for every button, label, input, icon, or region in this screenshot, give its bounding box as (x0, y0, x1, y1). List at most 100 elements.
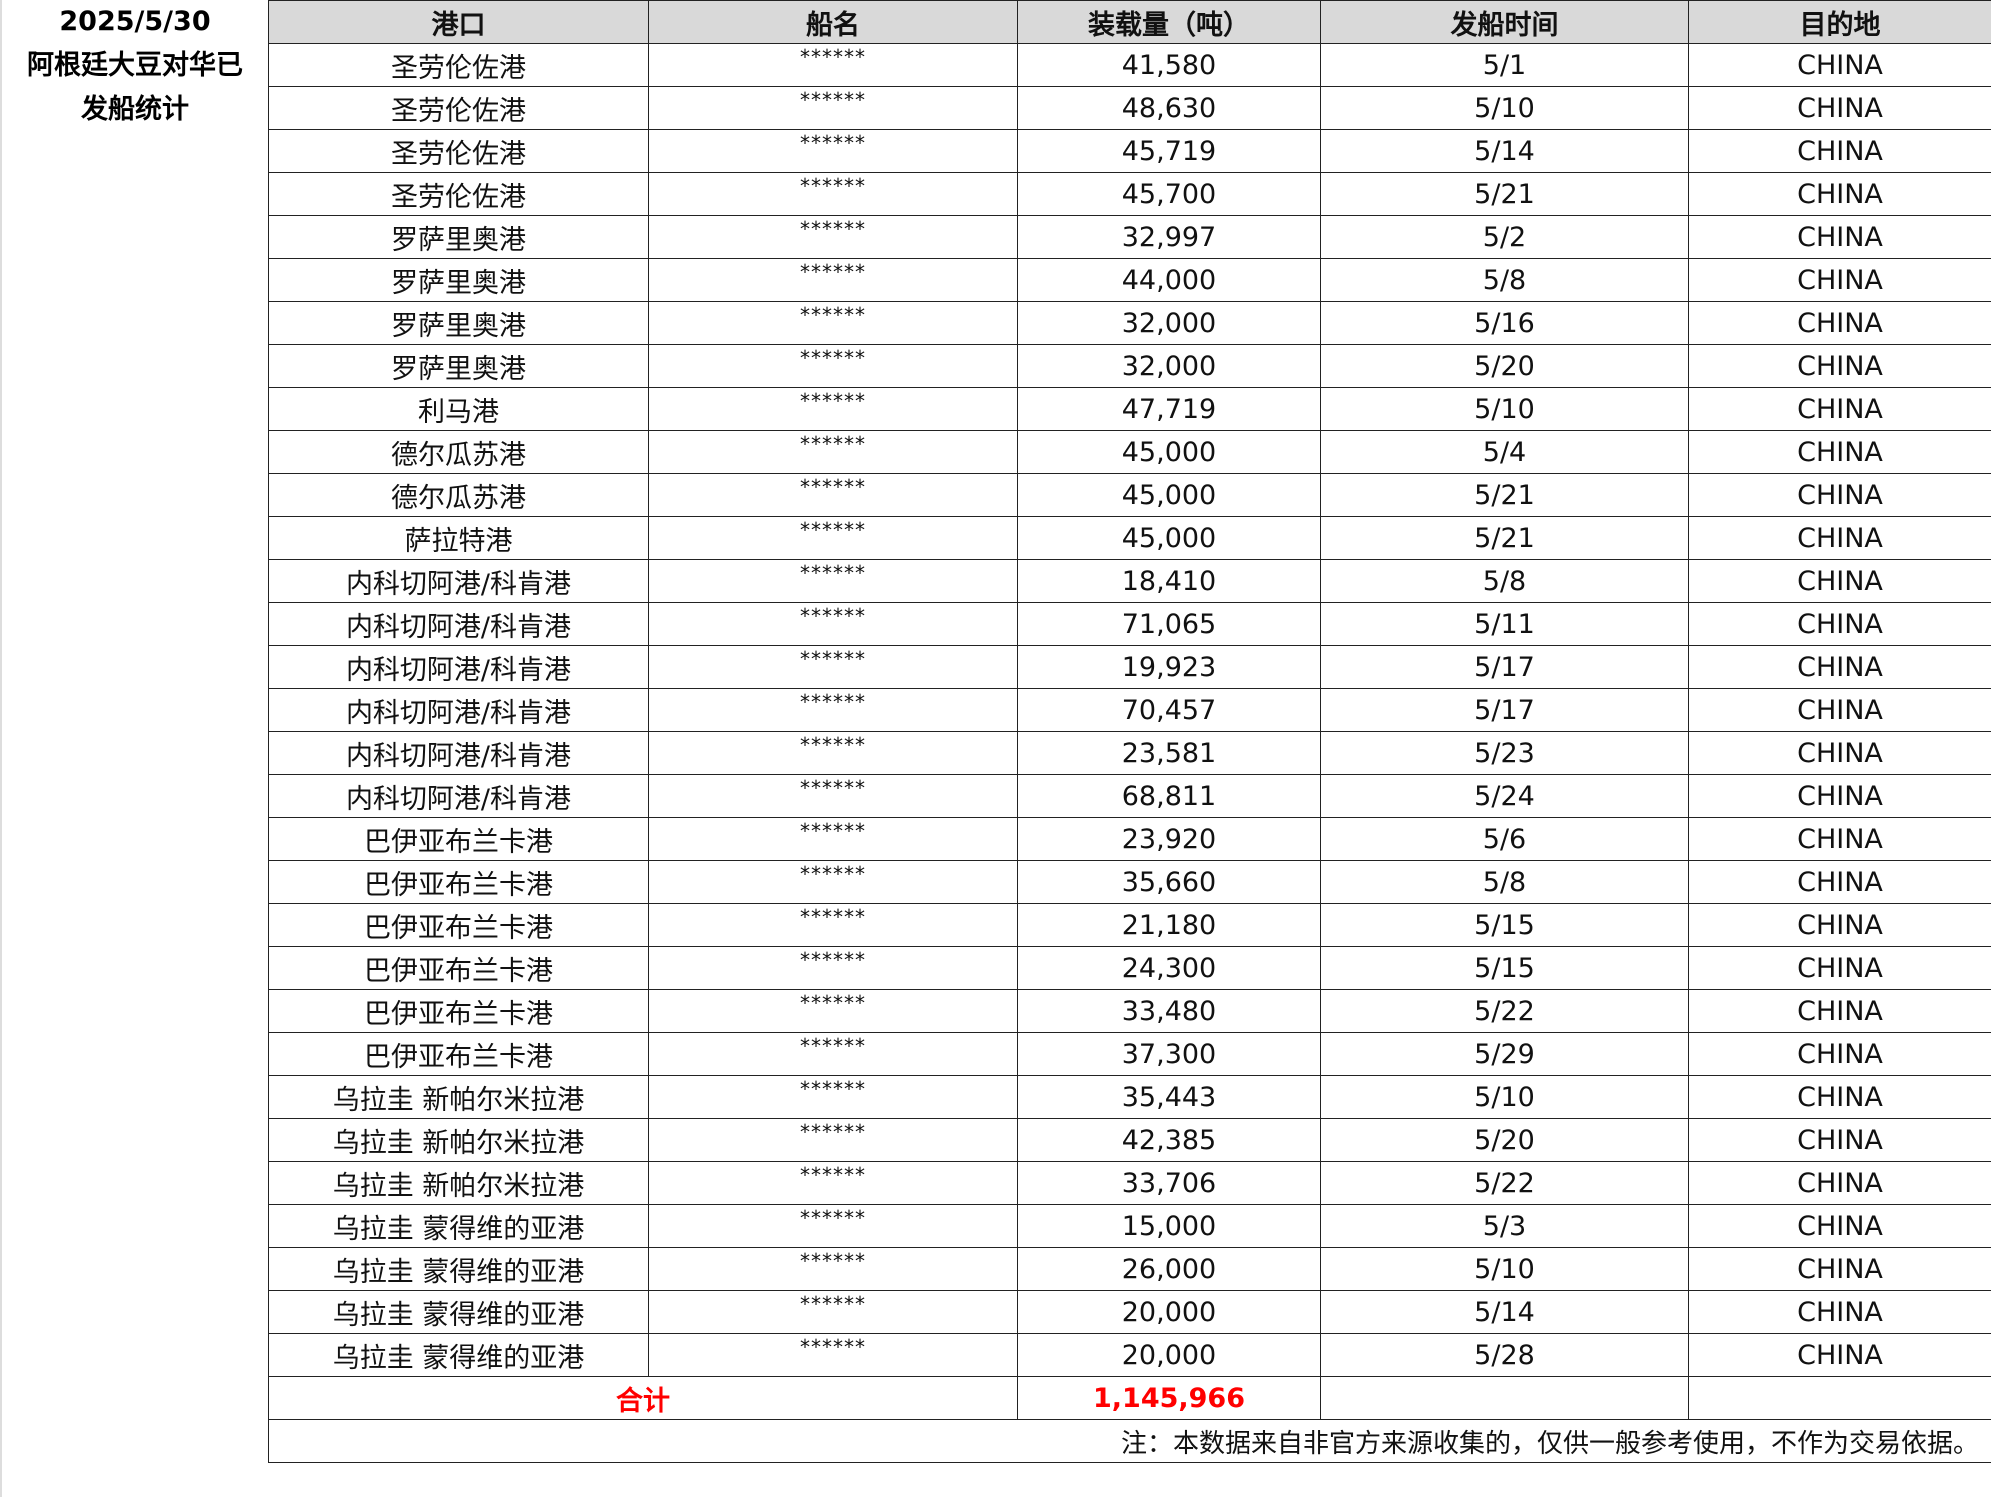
col-ship-name-cell: ****** (648, 301, 1018, 345)
col-ship-date-cell: 5/23 (1320, 731, 1689, 775)
col-ship-name-cell: ****** (648, 43, 1018, 87)
table-row: 乌拉圭 蒙得维的亚港 ****** 15,000 5/3 CHINA (268, 1204, 1991, 1248)
col-ship-name-cell: ****** (648, 645, 1018, 689)
table-row: 巴伊亚布兰卡港 ****** 21,180 5/15 CHINA (268, 903, 1991, 947)
table-row: 乌拉圭 新帕尔米拉港 ****** 33,706 5/22 CHINA (268, 1161, 1991, 1205)
col-ship-name-cell: ****** (648, 344, 1018, 388)
col-destination-cell: CHINA (1688, 172, 1991, 216)
col-load-cell: 37,300 (1017, 1032, 1321, 1076)
col-destination-cell: CHINA (1688, 1161, 1991, 1205)
col-port-header: 港口 (268, 0, 649, 44)
col-ship-name-cell: ****** (648, 946, 1018, 990)
report-title-cell: 2025/5/30 阿根廷大豆对华已 发船统计 (0, 0, 268, 1497)
col-ship-date-cell: 5/3 (1320, 1204, 1689, 1248)
table-row: 内科切阿港/科肯港 ****** 18,410 5/8 CHINA (268, 559, 1991, 603)
report-title-line2: 发船统计 (81, 94, 189, 125)
col-ship-date-cell: 5/10 (1320, 86, 1689, 130)
col-destination-cell: CHINA (1688, 731, 1991, 775)
col-destination-cell: CHINA (1688, 1118, 1991, 1162)
col-ship-date-cell: 5/16 (1320, 301, 1689, 345)
col-ship-name-cell: ****** (648, 1032, 1018, 1076)
col-port-cell: 内科切阿港/科肯港 (268, 731, 649, 775)
col-load-cell: 48,630 (1017, 86, 1321, 130)
col-ship-date-cell: 5/14 (1320, 129, 1689, 173)
col-ship-name-cell: ****** (648, 1333, 1018, 1377)
col-ship-name-cell: ****** (648, 731, 1018, 775)
col-ship-date-cell: 5/8 (1320, 258, 1689, 302)
col-ship-name-cell: ****** (648, 903, 1018, 947)
col-port-cell: 巴伊亚布兰卡港 (268, 817, 649, 861)
col-ship-date-cell: 5/21 (1320, 473, 1689, 517)
col-ship-name-cell: ****** (648, 1075, 1018, 1119)
shipment-table: 港口 船名 装载量（吨） 发船时间 目的地 圣劳伦佐港 ****** 41,580 5/1 CH… (268, 0, 1991, 1463)
col-destination-cell: CHINA (1688, 473, 1991, 517)
col-destination-cell: CHINA (1688, 602, 1991, 646)
col-port-cell: 内科切阿港/科肯港 (268, 559, 649, 603)
col-destination-cell: CHINA (1688, 43, 1991, 87)
col-ship-name-cell: ****** (648, 817, 1018, 861)
table-row: 德尔瓜苏港 ****** 45,000 5/4 CHINA (268, 430, 1991, 474)
col-port-cell: 萨拉特港 (268, 516, 649, 560)
col-load-cell: 19,923 (1017, 645, 1321, 689)
col-load-cell: 47,719 (1017, 387, 1321, 431)
col-ship-date-cell: 5/11 (1320, 602, 1689, 646)
col-ship-name-cell: ****** (648, 1161, 1018, 1205)
note-row: 注：本数据来自非官方来源收集的，仅供一般参考使用，不作为交易依据。 (268, 1419, 1991, 1463)
col-ship-name-cell: ****** (648, 860, 1018, 904)
col-destination-cell: CHINA (1688, 860, 1991, 904)
col-ship-date-cell: 5/24 (1320, 774, 1689, 818)
col-load-cell: 32,000 (1017, 344, 1321, 388)
col-ship-name-cell: ****** (648, 602, 1018, 646)
total-label: 合计 (268, 1376, 1018, 1420)
table-row: 圣劳伦佐港 ****** 48,630 5/10 CHINA (268, 86, 1991, 130)
table-row: 巴伊亚布兰卡港 ****** 33,480 5/22 CHINA (268, 989, 1991, 1033)
col-destination-cell: CHINA (1688, 516, 1991, 560)
col-port-cell: 圣劳伦佐港 (268, 172, 649, 216)
empty-cell (1320, 1376, 1689, 1420)
col-destination-cell: CHINA (1688, 1333, 1991, 1377)
col-destination-cell: CHINA (1688, 688, 1991, 732)
table-row: 利马港 ****** 47,719 5/10 CHINA (268, 387, 1991, 431)
col-destination-cell: CHINA (1688, 301, 1991, 345)
col-port-cell: 巴伊亚布兰卡港 (268, 1032, 649, 1076)
col-load-cell: 23,581 (1017, 731, 1321, 775)
col-load-cell: 33,706 (1017, 1161, 1321, 1205)
col-load-cell: 23,920 (1017, 817, 1321, 861)
col-ship-name-cell: ****** (648, 387, 1018, 431)
col-destination-cell: CHINA (1688, 946, 1991, 990)
col-destination-cell: CHINA (1688, 430, 1991, 474)
col-port-cell: 内科切阿港/科肯港 (268, 602, 649, 646)
col-ship-name-cell: ****** (648, 989, 1018, 1033)
table-row: 圣劳伦佐港 ****** 45,719 5/14 CHINA (268, 129, 1991, 173)
col-ship-date-cell: 5/15 (1320, 903, 1689, 947)
col-port-cell: 德尔瓜苏港 (268, 473, 649, 517)
col-ship-name-cell: ****** (648, 473, 1018, 517)
col-port-cell: 罗萨里奥港 (268, 344, 649, 388)
col-port-cell: 巴伊亚布兰卡港 (268, 903, 649, 947)
col-ship-date-cell: 5/8 (1320, 860, 1689, 904)
col-ship-date-cell: 5/10 (1320, 387, 1689, 431)
col-port-cell: 罗萨里奥港 (268, 258, 649, 302)
col-ship-name-cell: ****** (648, 688, 1018, 732)
col-ship-date-cell: 5/28 (1320, 1333, 1689, 1377)
table-row: 巴伊亚布兰卡港 ****** 24,300 5/15 CHINA (268, 946, 1991, 990)
col-ship-date-cell: 5/29 (1320, 1032, 1689, 1076)
col-load-cell: 20,000 (1017, 1290, 1321, 1334)
col-ship-date-cell: 5/15 (1320, 946, 1689, 990)
col-port-cell: 内科切阿港/科肯港 (268, 645, 649, 689)
table-row: 罗萨里奥港 ****** 32,000 5/16 CHINA (268, 301, 1991, 345)
col-destination-cell: CHINA (1688, 989, 1991, 1033)
table-row: 巴伊亚布兰卡港 ****** 35,660 5/8 CHINA (268, 860, 1991, 904)
report-title-line1: 阿根廷大豆对华已 (27, 50, 243, 81)
col-load-cell: 45,000 (1017, 516, 1321, 560)
col-destination-cell: CHINA (1688, 86, 1991, 130)
col-ship-date-cell: 5/6 (1320, 817, 1689, 861)
col-load-cell: 21,180 (1017, 903, 1321, 947)
col-ship-name-cell: ****** (648, 430, 1018, 474)
col-ship-name-cell: ****** (648, 1118, 1018, 1162)
col-destination-cell: CHINA (1688, 817, 1991, 861)
col-ship-date-cell: 5/20 (1320, 344, 1689, 388)
col-port-cell: 罗萨里奥港 (268, 301, 649, 345)
table-row: 乌拉圭 蒙得维的亚港 ****** 26,000 5/10 CHINA (268, 1247, 1991, 1291)
total-value: 1,145,966 (1017, 1376, 1321, 1420)
